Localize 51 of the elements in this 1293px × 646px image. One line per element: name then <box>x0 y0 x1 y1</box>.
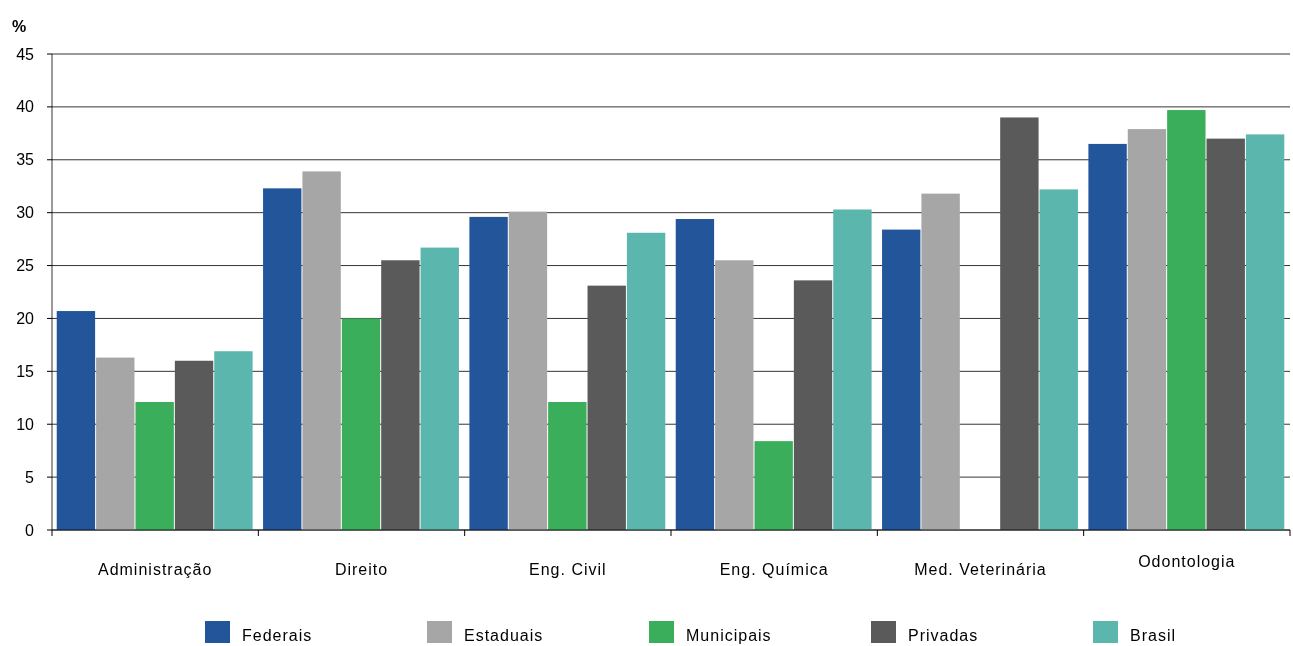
y-tick-label: 30 <box>16 204 35 222</box>
bar <box>508 211 548 530</box>
x-tick-label: Eng. Civil <box>529 561 607 578</box>
y-tick-label: 45 <box>16 45 35 63</box>
x-tick-label: Direito <box>334 561 389 578</box>
bar <box>96 357 135 530</box>
bar <box>921 193 960 530</box>
legend-label: Municipais <box>686 627 772 644</box>
y-axis-title: % <box>12 18 27 35</box>
legend-label: Brasil <box>1130 627 1177 644</box>
bar <box>1206 138 1245 530</box>
bar <box>882 229 921 530</box>
bar <box>548 402 587 530</box>
bar <box>675 219 715 530</box>
y-tick-label: 0 <box>25 521 35 539</box>
x-tick-label: Med. Veterinária <box>914 561 1047 578</box>
bar <box>754 441 793 530</box>
y-tick-label: 35 <box>16 151 35 169</box>
bar <box>793 280 833 530</box>
x-tick-label: Administração <box>97 561 213 578</box>
legend-label: Privadas <box>908 627 979 644</box>
bar <box>1245 134 1285 530</box>
bar <box>1088 143 1127 530</box>
bar <box>381 260 420 530</box>
bar <box>174 360 214 530</box>
bar <box>214 351 253 530</box>
bar <box>135 402 174 530</box>
legend-label: Estaduais <box>464 627 544 644</box>
bar <box>587 285 626 530</box>
y-tick-label: 10 <box>16 415 35 433</box>
y-tick-label: 40 <box>16 98 35 116</box>
bar <box>56 311 96 530</box>
y-tick-label: 25 <box>16 257 35 275</box>
bar <box>715 260 754 530</box>
legend-label: Federais <box>242 627 313 644</box>
bar <box>302 171 341 530</box>
bar <box>1167 110 1206 530</box>
bar <box>833 209 872 530</box>
bar <box>263 188 302 530</box>
bar <box>1000 117 1039 530</box>
y-tick-label: 5 <box>25 468 35 486</box>
y-tick-label: 15 <box>16 362 35 380</box>
x-tick-label: Eng. Química <box>719 561 829 578</box>
y-tick-label: 20 <box>16 310 35 328</box>
bar <box>1127 129 1167 530</box>
bar <box>420 247 459 530</box>
bar <box>1039 189 1078 530</box>
bar <box>469 216 508 530</box>
x-tick-label: Odontologia <box>1138 553 1236 570</box>
bar <box>626 232 666 530</box>
bar <box>341 318 381 530</box>
